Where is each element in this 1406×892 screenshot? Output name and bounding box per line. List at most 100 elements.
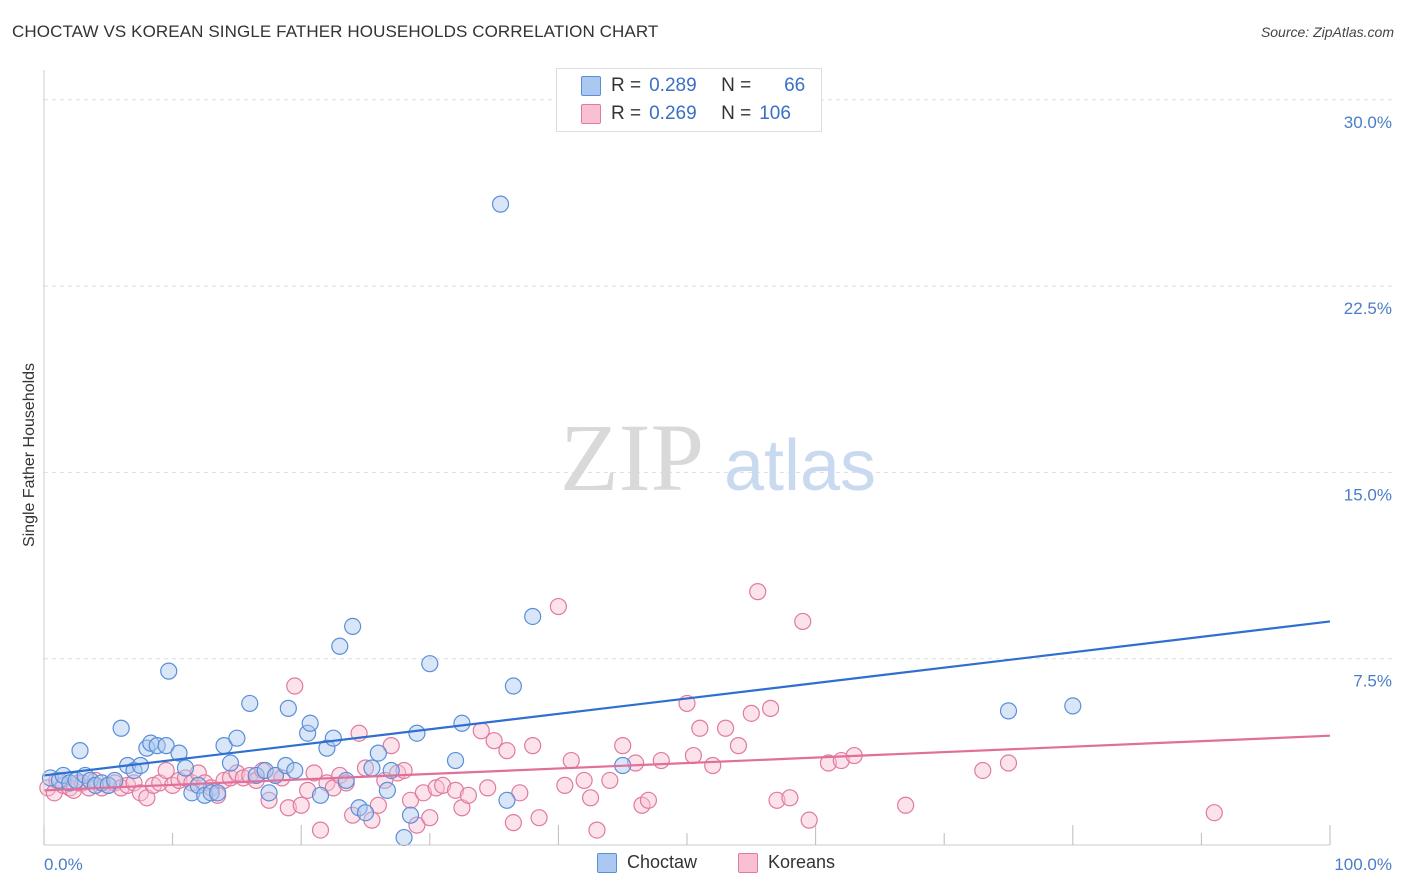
choctaw-point: [311, 786, 330, 804]
koreans-point: [292, 796, 310, 814]
choctaw-point: [286, 761, 304, 780]
series-legend: Choctaw Koreans: [0, 852, 1406, 876]
choctaw-point: [112, 719, 130, 737]
koreans-point: [369, 796, 387, 814]
choctaw-point: [356, 804, 375, 822]
koreans-point: [504, 814, 522, 832]
koreans-point: [800, 811, 818, 829]
chart-title: CHOCTAW VS KOREAN SINGLE FATHER HOUSEHOL…: [12, 22, 659, 41]
koreans-trend-line: [43, 734, 1331, 792]
legend-n-label: N =: [721, 75, 752, 96]
choctaw-point: [247, 766, 265, 785]
y-tick-label: 30.0%: [1344, 113, 1392, 132]
koreans-point: [794, 612, 812, 631]
koreans-point: [479, 779, 497, 797]
koreans-swatch: [738, 852, 758, 873]
koreans-point: [459, 786, 477, 804]
koreans-point: [524, 737, 542, 755]
choctaw-point: [446, 751, 465, 770]
koreans-point: [639, 791, 658, 809]
koreans-point: [562, 751, 580, 770]
koreans-point: [704, 756, 722, 775]
koreans-point: [286, 677, 304, 695]
choctaw-point: [221, 754, 240, 772]
x-tick-label-max: 100.0%: [1334, 855, 1392, 874]
choctaw-point: [202, 784, 220, 802]
legend-r-label: R =: [611, 75, 642, 96]
koreans-point: [549, 597, 568, 616]
choctaw-point: [256, 761, 274, 780]
choctaw-point: [160, 662, 178, 680]
x-tick-label-min: 0.0%: [44, 855, 83, 874]
koreans-point: [614, 737, 632, 755]
choctaw-point: [148, 737, 166, 755]
choctaw-point: [277, 756, 295, 775]
legend-r-label: R =: [611, 103, 642, 124]
choctaw-point: [301, 714, 319, 732]
choctaw-point: [344, 617, 362, 636]
koreans-point: [556, 776, 574, 794]
legend-n-value: 106: [759, 103, 791, 124]
legend-item-choctaw: Choctaw: [597, 852, 697, 873]
koreans-point: [716, 719, 735, 737]
choctaw-point: [157, 737, 175, 755]
koreans-point: [749, 583, 767, 601]
legend-n-value: 66: [784, 75, 806, 96]
legend-r-value: 0.269: [649, 103, 697, 124]
koreans-point: [401, 791, 420, 809]
choctaw-point: [318, 739, 336, 757]
choctaw-point: [401, 806, 420, 824]
choctaw-point: [241, 694, 259, 713]
choctaw-point: [324, 729, 342, 747]
koreans-point: [446, 781, 465, 799]
legend-label-choctaw: Choctaw: [627, 852, 698, 872]
koreans-point: [626, 754, 645, 772]
koreans-point: [588, 821, 606, 839]
y-tick-label: 22.5%: [1344, 299, 1392, 318]
koreans-point: [819, 754, 838, 772]
choctaw-point: [421, 655, 439, 673]
choctaw-point: [395, 828, 413, 847]
choctaw-point: [337, 771, 355, 790]
koreans-swatch: [581, 104, 601, 124]
koreans-point: [729, 737, 748, 755]
koreans-point: [498, 742, 516, 760]
choctaw-point: [331, 637, 349, 655]
stats-legend: R = 0.289 N = 66 R = 0.269 N = 106: [556, 68, 822, 132]
choctaw-point: [170, 744, 188, 762]
legend-label-koreans: Koreans: [768, 852, 836, 872]
koreans-point: [781, 789, 799, 807]
koreans-point: [511, 784, 529, 802]
choctaw-point: [189, 776, 207, 794]
koreans-point: [382, 737, 400, 755]
koreans-point: [414, 784, 432, 802]
choctaw-point: [260, 784, 278, 802]
koreans-point: [299, 781, 317, 799]
legend-row-choctaw: R = 0.289 N = 66: [581, 73, 805, 99]
choctaw-point: [498, 791, 516, 809]
koreans-point: [434, 776, 452, 794]
koreans-point: [601, 771, 619, 790]
choctaw-point: [369, 744, 387, 762]
choctaw-point: [378, 781, 396, 799]
koreans-point: [421, 809, 439, 827]
choctaw-point: [228, 729, 246, 747]
koreans-point: [742, 704, 760, 722]
koreans-point: [652, 751, 670, 770]
koreans-point: [684, 746, 703, 765]
choctaw-point: [504, 677, 522, 695]
choctaw-point: [209, 784, 227, 802]
legend-n-label: N =: [721, 103, 752, 124]
koreans-point: [485, 732, 503, 750]
choctaw-trend-line: [43, 620, 1331, 777]
koreans-point: [311, 821, 330, 839]
koreans-point: [691, 719, 709, 737]
choctaw-swatch: [597, 852, 617, 873]
choctaw-point: [524, 607, 542, 626]
legend-r-value: 0.289: [649, 75, 697, 96]
koreans-point: [1205, 804, 1223, 822]
koreans-point: [279, 799, 297, 817]
koreans-point: [974, 761, 992, 780]
koreans-point: [768, 791, 786, 809]
